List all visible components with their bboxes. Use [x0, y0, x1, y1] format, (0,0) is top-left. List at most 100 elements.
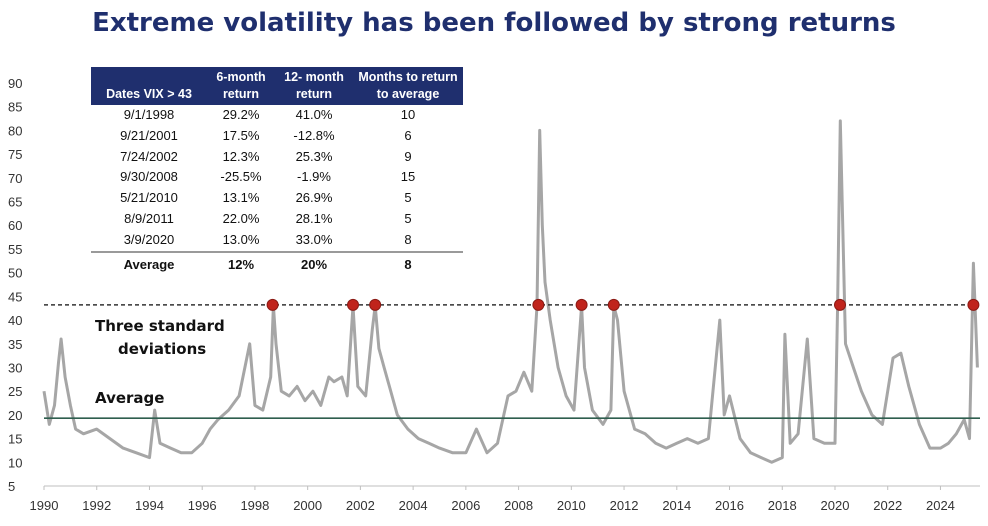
- table-cell: 5: [404, 190, 412, 206]
- y-tick-label: 25: [8, 384, 22, 399]
- x-tick-label: 2008: [504, 498, 533, 513]
- x-tick-label: 2022: [873, 498, 902, 513]
- table-row: 9/30/2008 -25.5% -1.9% 15: [91, 167, 463, 188]
- x-tick-label: 2006: [451, 498, 480, 513]
- table-row: 7/24/2002 12.3% 25.3% 9: [91, 147, 463, 168]
- footer-months: 8: [353, 250, 463, 277]
- footer-label: Average: [91, 250, 207, 277]
- table-header-row: Dates VIX > 43 6-month return 12- month …: [91, 67, 463, 105]
- x-tick-label: 2024: [926, 498, 955, 513]
- x-tick-label: 2002: [346, 498, 375, 513]
- x-tick-label: 2010: [557, 498, 586, 513]
- table-cell: 5: [404, 210, 412, 226]
- y-tick-label: 50: [8, 266, 22, 281]
- series-layer: [42, 119, 979, 464]
- y-tick-label: 45: [8, 289, 22, 304]
- table-cell: 25.3%: [295, 148, 333, 164]
- y-tick-label: 65: [8, 195, 22, 210]
- table-cell: 33.0%: [295, 231, 333, 247]
- table-cell: -12.8%: [293, 127, 335, 143]
- table-cell: 28.1%: [295, 210, 333, 226]
- table-cell: 8: [404, 231, 412, 247]
- x-tick-label: 1994: [135, 498, 164, 513]
- x-tick-label: 1998: [240, 498, 269, 513]
- y-tick-label: 60: [8, 218, 22, 233]
- y-tick-label: 10: [8, 455, 22, 470]
- table-cell: 9: [404, 148, 412, 164]
- vix-spike-marker: [532, 298, 545, 311]
- vix-spike-marker: [575, 298, 588, 311]
- x-tick-label: 1992: [82, 498, 111, 513]
- reference-lines: [44, 304, 980, 420]
- x-tick-label: 2014: [662, 498, 691, 513]
- y-tick-label: 70: [8, 171, 22, 186]
- vix-spike-marker: [607, 298, 620, 311]
- vix-spike-marker: [369, 298, 382, 311]
- table-cell: 3/9/2020: [123, 231, 175, 247]
- table-row: 5/21/2010 13.1% 26.9% 5: [91, 188, 463, 209]
- table-cell: 9/30/2008: [120, 169, 178, 185]
- table-cell: 6: [404, 127, 412, 143]
- x-tick-label: 2016: [715, 498, 744, 513]
- y-tick-label: 55: [8, 242, 22, 257]
- y-tick-label: 75: [8, 147, 22, 162]
- table-cell: 9/1/1998: [123, 107, 175, 122]
- header-6m: 6-month return: [207, 67, 275, 105]
- header-dates: Dates VIX > 43: [91, 67, 207, 105]
- table-cell: 15: [400, 169, 416, 185]
- three-sd-label-2: deviations: [118, 340, 206, 358]
- y-tick-label: 35: [8, 337, 22, 352]
- table-row: 9/21/2001 17.5% -12.8% 6: [91, 126, 463, 147]
- three-sd-label: Three standard: [95, 317, 225, 335]
- x-tick-label: 1990: [30, 498, 59, 513]
- x-tick-label: 2000: [293, 498, 322, 513]
- x-tick-label: 1996: [188, 498, 217, 513]
- table-row: 9/1/1998 29.2% 41.0% 10: [91, 105, 463, 126]
- x-axis: 1990 1992 1994 1996 1998 2000 2002 2004 2006 2008…: [30, 485, 980, 513]
- y-tick-label: 15: [8, 432, 22, 447]
- x-tick-label: 2018: [768, 498, 797, 513]
- marker-layer: [266, 298, 980, 311]
- table-cell: 13.1%: [222, 190, 260, 206]
- table-cell: 13.0%: [222, 231, 260, 247]
- y-tick-label: 40: [8, 313, 22, 328]
- footer-12m: 20%: [275, 250, 353, 277]
- average-label: Average: [95, 389, 164, 407]
- table-row: 3/9/2020 13.0% 33.0% 8: [91, 230, 463, 252]
- table-body: 9/1/1998 29.2% 41.0% 10 9/21/2001 17.5% -12.8%…: [91, 105, 463, 252]
- table-cell: 5/21/2010: [120, 190, 178, 206]
- table-cell: 12.3%: [222, 148, 260, 164]
- vix-spike-marker: [833, 298, 846, 311]
- table-cell: 26.9%: [295, 190, 333, 206]
- table-cell: 7/24/2002: [120, 148, 178, 164]
- table-cell: 17.5%: [222, 127, 260, 143]
- y-tick-label: 90: [8, 76, 22, 91]
- x-tick-label: 2004: [399, 498, 428, 513]
- y-axis: 5 10 15 20 25 30 35 40 45 50 55 60 65 70 75 80 85 90: [8, 76, 22, 494]
- table-cell: 10: [400, 107, 416, 122]
- vix-spike-marker: [967, 298, 980, 311]
- table-cell: 22.0%: [222, 210, 260, 226]
- table-cell: 29.2%: [222, 107, 260, 122]
- table-row: 8/9/2011 22.0% 28.1% 5: [91, 209, 463, 230]
- y-tick-label: 5: [8, 479, 15, 494]
- footer-6m: 12%: [207, 250, 275, 277]
- x-tick-label: 2012: [610, 498, 639, 513]
- header-months: Months to return to average: [353, 67, 463, 105]
- vix-series-line: [42, 119, 979, 464]
- table-footer-row: Average 12% 20% 8: [91, 250, 463, 277]
- y-tick-label: 30: [8, 360, 22, 375]
- vix-spike-marker: [347, 298, 360, 311]
- vix-spike-marker: [266, 298, 279, 311]
- table-cell: 8/9/2011: [124, 210, 174, 226]
- x-tick-label: 2020: [821, 498, 850, 513]
- table-cell: -1.9%: [297, 169, 331, 185]
- y-tick-label: 85: [8, 100, 22, 115]
- chart-title: Extreme volatility has been followed by …: [92, 8, 896, 38]
- y-tick-label: 80: [8, 123, 22, 138]
- header-12m: 12- month return: [275, 67, 353, 105]
- table-cell: -25.5%: [220, 169, 262, 185]
- table-cell: 9/21/2001: [120, 127, 178, 143]
